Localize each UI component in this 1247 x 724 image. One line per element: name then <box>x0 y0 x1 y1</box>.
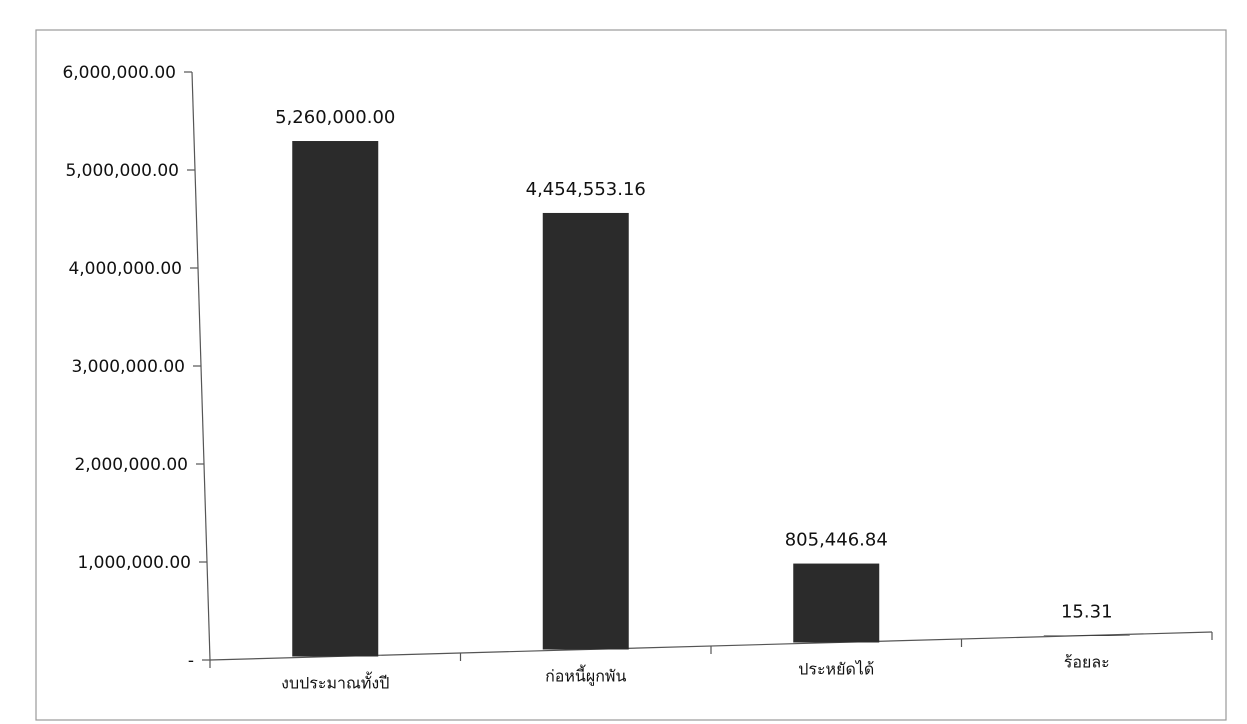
data-label: 4,454,553.16 <box>526 179 646 200</box>
category-labels: งบประมาณทั้งปี ก่อหนี้ผูกพัน ประหยัดได้ ร้อ… <box>281 653 1110 693</box>
bars <box>292 141 1130 657</box>
y-tick-label: 3,000,000.00 <box>71 357 185 377</box>
data-label: 15.31 <box>1061 601 1113 622</box>
y-tick-label: 4,000,000.00 <box>68 259 182 279</box>
bar <box>292 141 379 657</box>
data-label: 805,446.84 <box>785 530 888 551</box>
y-tick-label: 2,000,000.00 <box>74 455 188 475</box>
category-label: ร้อยละ <box>1064 653 1110 672</box>
category-label: งบประมาณทั้งปี <box>281 672 389 693</box>
y-tick-label: 6,000,000.00 <box>62 63 176 83</box>
category-label: ประหยัดได้ <box>798 660 874 679</box>
chart-frame <box>35 29 1227 721</box>
y-axis-ticks: - 1,000,000.00 2,000,000.00 3,000,000.00 4,0… <box>62 63 210 671</box>
y-tick-label: 5,000,000.00 <box>65 161 179 181</box>
bar <box>1043 635 1130 636</box>
y-tick-label: - <box>188 651 194 671</box>
x-axis-ticks <box>209 632 1213 668</box>
data-label: 5,260,000.00 <box>275 107 395 128</box>
y-tick-label: 1,000,000.00 <box>77 553 191 573</box>
data-labels: 5,260,000.00 4,454,553.16 805,446.84 15.31 <box>275 107 1112 622</box>
category-label: ก่อหนี้ผูกพัน <box>545 665 626 687</box>
bar <box>542 212 629 650</box>
bar <box>793 563 880 643</box>
